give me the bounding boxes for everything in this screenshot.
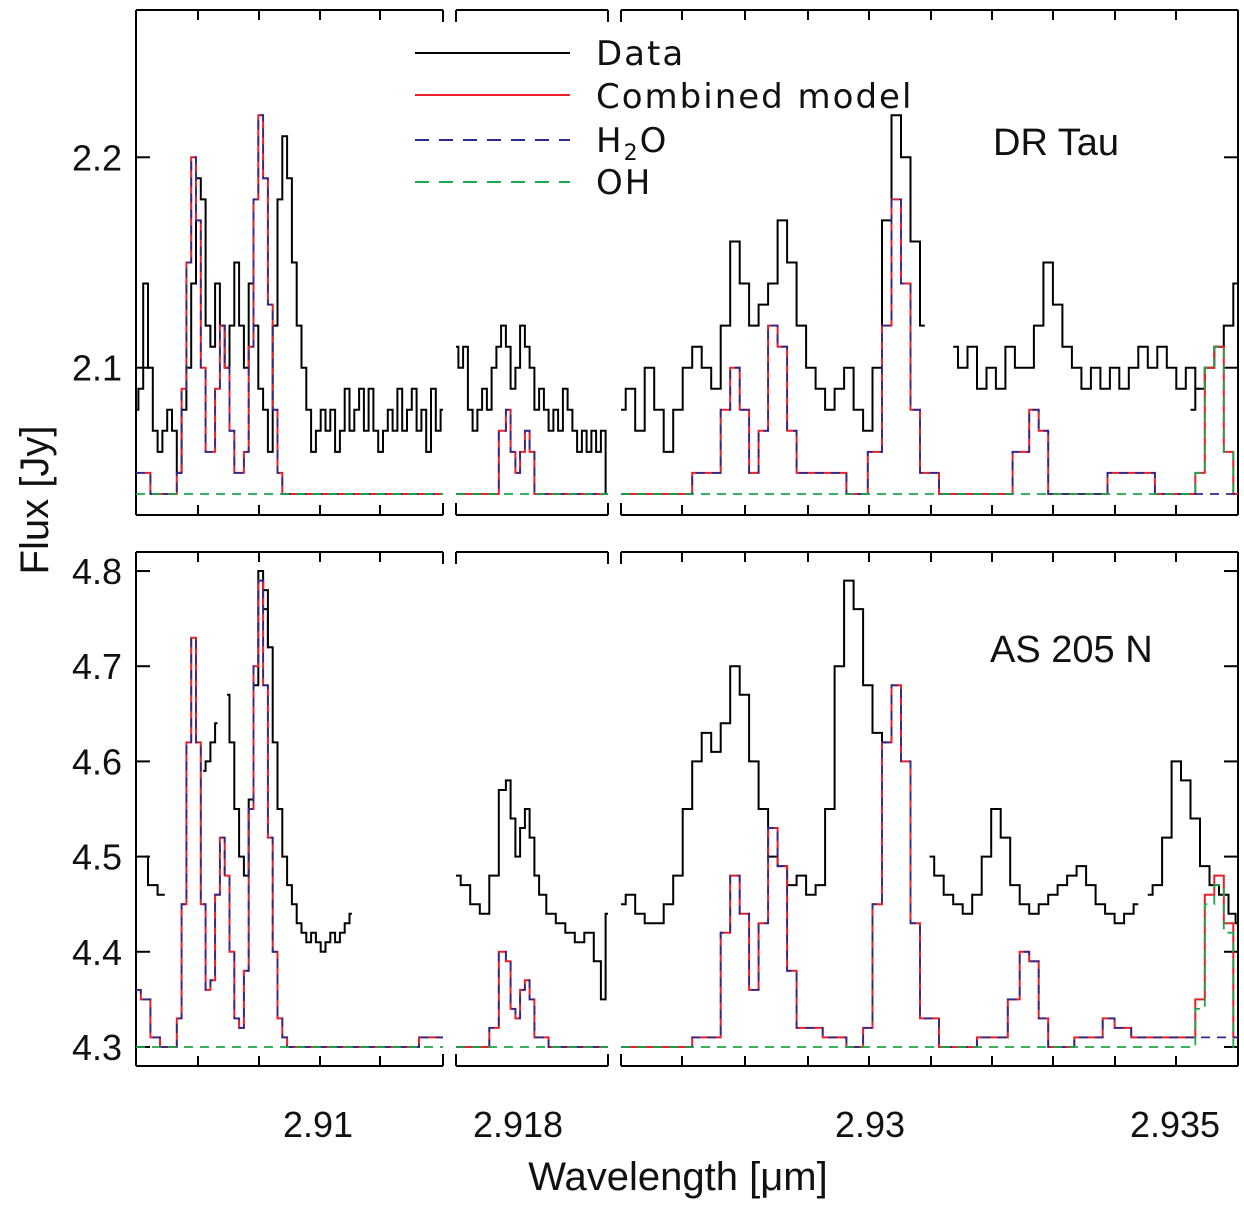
series-data <box>145 855 165 896</box>
series-combined-model <box>456 408 608 495</box>
legend: Data Combined model H2O OH <box>415 34 913 203</box>
legend-combined-label: Combined model <box>596 77 913 117</box>
series-data <box>929 808 1139 925</box>
y-tick-label: 2.2 <box>72 137 122 178</box>
series-data <box>203 722 218 772</box>
series-data <box>1147 760 1238 925</box>
series-oh <box>621 884 1238 1048</box>
series-data <box>621 114 925 453</box>
star-label-bottom: AS 205 N <box>990 629 1153 671</box>
x-axis-title: Wavelength [μm] <box>528 1155 827 1199</box>
series-combined-model <box>136 579 443 1048</box>
y-tick-label: 4.3 <box>72 1027 122 1068</box>
panel-top: 2.1 2.2 <box>72 9 1239 516</box>
y-tick-label: 4.4 <box>72 932 122 973</box>
legend-h2o-label: H2O <box>596 121 668 166</box>
y-tick-label: 2.1 <box>72 348 122 389</box>
x-tick-label: 2.91 <box>283 1104 353 1145</box>
legend-oh-label: OH <box>596 163 652 203</box>
series-data <box>456 779 608 1001</box>
series-combined-model <box>136 114 443 495</box>
series-data <box>227 570 352 953</box>
series-h2o <box>456 408 608 495</box>
star-label-top: DR Tau <box>993 122 1119 164</box>
x-tick-label: 2.918 <box>473 1104 563 1145</box>
y-tick-label: 4.5 <box>72 837 122 878</box>
series-h2o <box>456 950 608 1048</box>
y-tick-label: 4.7 <box>72 646 122 687</box>
series-data <box>621 579 887 925</box>
y-tick-label: 4.8 <box>72 551 122 592</box>
x-tick-label: 2.935 <box>1130 1104 1220 1145</box>
series-data <box>456 324 608 495</box>
legend-data-label: Data <box>596 34 685 74</box>
y-tick-label: 4.6 <box>72 741 122 782</box>
y-axis-title: Flux [Jy] <box>13 426 57 575</box>
series-data <box>953 261 1200 390</box>
series-h2o <box>621 198 1238 495</box>
series-combined-model <box>621 684 1238 1048</box>
panels: 2.1 2.2 4.3 4.4 4.5 4.6 4.7 4.8 <box>72 9 1239 1068</box>
panel-bottom: 4.3 4.4 4.5 4.6 4.7 4.8 <box>72 551 1239 1068</box>
series-h2o <box>136 114 443 495</box>
x-tick-labels: 2.91 2.918 2.93 2.935 <box>283 1104 1220 1145</box>
x-tick-label: 2.93 <box>835 1104 905 1145</box>
series-h2o <box>621 684 1238 1048</box>
